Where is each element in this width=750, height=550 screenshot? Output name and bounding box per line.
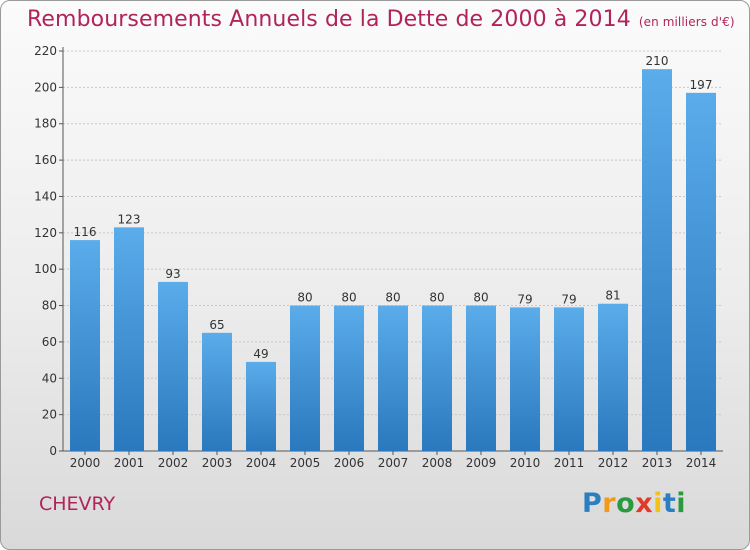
x-tick-label-2014: 2014: [686, 456, 717, 470]
y-tick-label: 0: [49, 444, 57, 458]
y-tick-label: 20: [42, 408, 57, 422]
bar-2003: [202, 332, 232, 451]
bar-2010: [510, 307, 540, 451]
y-tick-label: 160: [34, 153, 57, 167]
bar-2000: [70, 240, 100, 451]
bar-2011: [554, 307, 584, 451]
value-label-2014: 197: [690, 78, 713, 92]
value-label-2006: 80: [341, 291, 356, 305]
x-tick-label-2006: 2006: [334, 456, 365, 470]
value-label-2001: 123: [118, 212, 141, 226]
x-tick-label-2013: 2013: [642, 456, 673, 470]
x-tick-label-2010: 2010: [510, 456, 541, 470]
bar-2001: [114, 227, 144, 451]
value-label-2013: 210: [646, 54, 669, 68]
value-label-2007: 80: [385, 291, 400, 305]
value-label-2010: 79: [517, 292, 532, 306]
x-tick-label-2005: 2005: [290, 456, 321, 470]
bar-2004: [246, 361, 276, 451]
x-tick-label-2012: 2012: [598, 456, 629, 470]
bar-2005: [290, 305, 320, 451]
x-tick-label-2003: 2003: [202, 456, 233, 470]
bar-2014: [686, 92, 716, 452]
bar-2006: [334, 305, 364, 451]
proxiti-logo: Proxiti: [582, 488, 687, 519]
y-tick-label: 80: [42, 299, 57, 313]
chart-subtitle: (en milliers d'€): [638, 15, 735, 29]
x-tick-label-2007: 2007: [378, 456, 409, 470]
bar-2008: [422, 305, 452, 451]
bar-2002: [158, 281, 188, 451]
bars: 116 123 93 65 49 80 80 80 80 80 79 79 81 210 197: [70, 54, 716, 452]
value-label-2008: 80: [429, 291, 444, 305]
value-label-2002: 93: [165, 267, 180, 281]
x-tick-label-2008: 2008: [422, 456, 453, 470]
y-tick-label: 40: [42, 371, 57, 385]
y-tick-label: 200: [34, 80, 57, 94]
x-tick-label-2001: 2001: [114, 456, 145, 470]
x-tick-label-2002: 2002: [158, 456, 189, 470]
value-label-2000: 116: [74, 225, 97, 239]
value-label-2004: 49: [253, 347, 268, 361]
value-label-2011: 79: [561, 292, 576, 306]
x-tick-label-2011: 2011: [554, 456, 585, 470]
y-tick-label: 120: [34, 226, 57, 240]
chart-title: Remboursements Annuels de la Dette de 20…: [27, 7, 735, 32]
y-tick-label: 180: [34, 117, 57, 131]
bar-2007: [378, 305, 408, 451]
x-tick-label-2009: 2009: [466, 456, 497, 470]
value-label-2012: 81: [605, 289, 620, 303]
y-tick-label: 60: [42, 335, 57, 349]
bar-2009: [466, 305, 496, 451]
bar-2013: [642, 69, 672, 451]
x-tick-label-2004: 2004: [246, 456, 277, 470]
value-label-2005: 80: [297, 291, 312, 305]
y-tick-label: 100: [34, 262, 57, 276]
x-tick-label-2000: 2000: [70, 456, 101, 470]
y-tick-label: 220: [34, 44, 57, 58]
town-name: CHEVRY: [39, 493, 116, 515]
chart-title-text: Remboursements Annuels de la Dette de 20…: [27, 7, 631, 32]
bar-2012: [598, 303, 628, 451]
value-label-2003: 65: [209, 318, 224, 332]
y-tick-label: 140: [34, 189, 57, 203]
value-label-2009: 80: [473, 291, 488, 305]
